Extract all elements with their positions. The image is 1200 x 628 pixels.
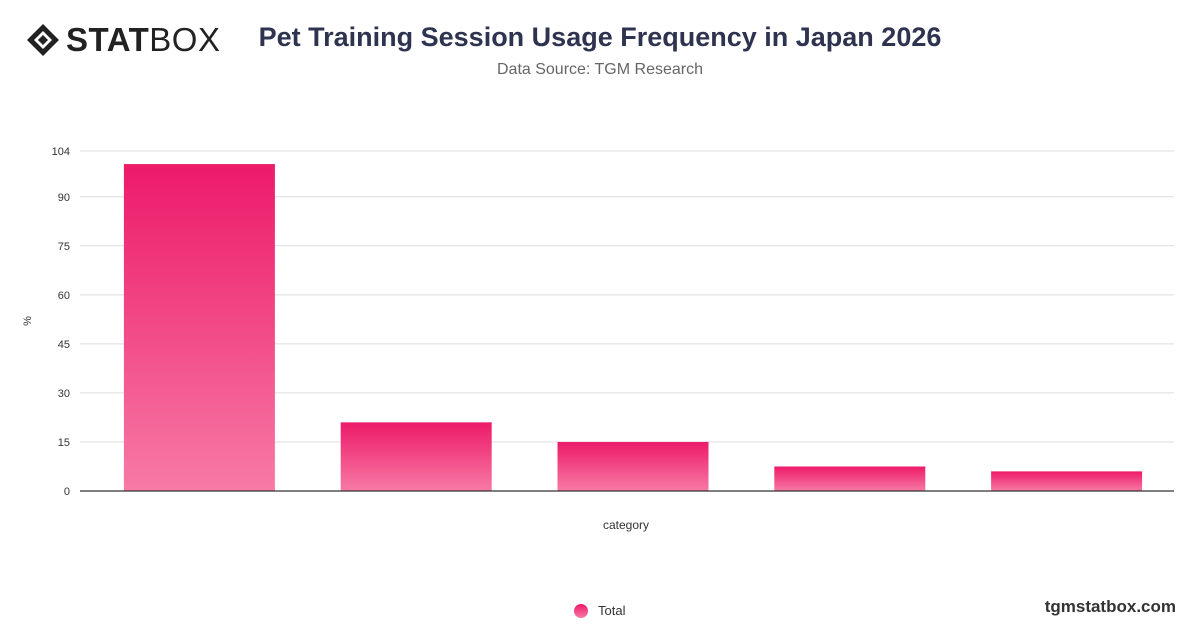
y-tick-label: 60 [58, 290, 70, 302]
x-axis-label: category [603, 518, 649, 532]
statbox-logo-icon [27, 24, 59, 56]
footer-site: tgmstatbox.com [1044, 597, 1176, 616]
y-tick-label: 45 [58, 339, 70, 351]
brand-name-bold: STAT [66, 21, 150, 58]
y-tick-label: 90 [58, 192, 70, 204]
y-axis-ticks: 0 15 30 45 60 75 90 104 [52, 146, 70, 498]
brand-name: STATBOX [66, 22, 220, 58]
bars [123, 164, 1143, 492]
legend-label-total: Total [598, 603, 626, 618]
y-axis-label: % [22, 316, 34, 326]
bar[interactable] [774, 466, 926, 491]
brand-name-light: BOX [149, 21, 221, 58]
y-tick-label: 0 [64, 486, 70, 498]
chart-title: Pet Training Session Usage Frequency in … [258, 22, 942, 52]
y-tick-label: 104 [52, 146, 70, 158]
bar[interactable] [991, 471, 1143, 491]
bar[interactable] [123, 164, 275, 492]
legend-marker [574, 603, 588, 618]
bar[interactable] [557, 441, 709, 491]
y-tick-label: 75 [58, 241, 70, 253]
y-tick-label: 30 [58, 388, 70, 400]
brand-logo: STATBOX [26, 22, 220, 58]
legend[interactable]: Total [574, 603, 625, 618]
y-tick-label: 15 [58, 437, 70, 449]
chart-subtitle: Data Source: TGM Research [496, 61, 703, 78]
bar[interactable] [340, 422, 492, 491]
